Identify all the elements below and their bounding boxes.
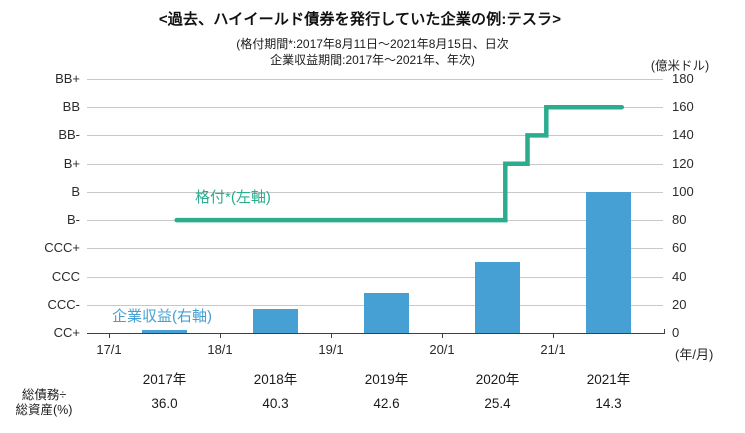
table-value-label: 40.3	[262, 396, 289, 411]
revenue-bar-2017年	[142, 330, 187, 333]
left-axis-tick-BB-: BB-	[58, 127, 80, 143]
table-row-header-line1: 総債務÷	[21, 388, 67, 402]
table-row-header-line2: 総資産(%)	[15, 403, 73, 417]
revenue-series-label: 企業収益(右軸)	[112, 308, 212, 325]
x-axis-tick-label: 19/1	[318, 342, 344, 357]
x-axis-tickmark-19/1	[331, 334, 332, 338]
right-axis-tick-80: 80	[672, 212, 687, 228]
revenue-bar-2019年	[364, 293, 409, 333]
right-axis-tick-140: 140	[672, 127, 694, 143]
table-year-label: 2021年	[586, 372, 631, 387]
right-axis-unit-label: (億米ドル)	[650, 59, 710, 73]
x-axis-tickmark-20/1	[442, 334, 443, 338]
right-axis-tick-180: 180	[672, 71, 694, 86]
table-value-label: 36.0	[151, 396, 178, 411]
left-axis-tick-B+: B+	[63, 155, 80, 171]
gridline-160	[87, 107, 663, 109]
x-axis-right-end-tickmark	[664, 329, 665, 333]
x-axis-tickmark-17/1	[109, 334, 110, 338]
left-axis-tick-BB: BB	[62, 99, 80, 115]
table-value-label: 14.3	[595, 396, 622, 411]
left-axis-tick-CC+: CC+	[53, 325, 80, 340]
table-year-label: 2018年	[253, 372, 298, 387]
revenue-bar-2018年	[253, 309, 298, 333]
revenue-bar-2020年	[475, 262, 520, 333]
table-row-header: 総債務÷ 総資産(%)	[0, 388, 88, 418]
gridline-40	[87, 276, 663, 278]
chart-title: <過去、ハイイールド債券を発行していた企業の例:テスラ>	[158, 11, 562, 28]
gridline-120	[87, 163, 663, 165]
x-axis-tick-label: 17/1	[96, 342, 122, 357]
gridline-100	[87, 191, 663, 193]
right-axis-tick-40: 40	[672, 268, 687, 284]
left-axis-tick-BB+: BB+	[55, 71, 80, 86]
table-year-label: 2020年	[475, 372, 520, 387]
left-axis-tick-CCC: CCC	[51, 268, 80, 284]
rating-series-label: 格付*(左軸)	[195, 189, 271, 206]
left-axis-tick-CCC+: CCC+	[44, 240, 80, 256]
table-year-label: 2017年	[142, 372, 187, 387]
gridline-80	[87, 220, 663, 222]
chart-subtitle-line1: (格付期間*:2017年8月11日〜2021年8月15日、日次	[236, 37, 509, 51]
left-axis-tick-B-: B-	[67, 212, 80, 228]
chart-subtitle-line2: 企業収益期間:2017年〜2021年、年次)	[270, 53, 475, 67]
right-axis-tick-160: 160	[672, 99, 694, 115]
left-axis-tick-CCC-: CCC-	[47, 296, 81, 312]
gridline-60	[87, 248, 663, 250]
x-axis-tick-label: 20/1	[429, 342, 455, 357]
x-axis-tick-label: 18/1	[207, 342, 233, 357]
right-axis-tick-0: 0	[672, 325, 680, 340]
table-value-label: 25.4	[484, 396, 511, 411]
x-axis-tickmark-18/1	[220, 334, 221, 338]
gridline-140	[87, 135, 663, 137]
right-axis-tick-100: 100	[672, 183, 694, 199]
x-axis-line	[87, 333, 665, 334]
gridline-180	[87, 79, 663, 80]
x-axis-tick-label: 21/1	[540, 342, 566, 357]
table-value-label: 42.6	[373, 396, 400, 411]
right-axis-tick-120: 120	[672, 155, 694, 171]
right-axis-tick-20: 20	[672, 296, 687, 312]
table-year-label: 2019年	[364, 372, 409, 387]
right-axis-tick-60: 60	[672, 240, 687, 256]
revenue-bar-2021年	[586, 191, 631, 333]
x-axis-tickmark-21/1	[553, 334, 554, 338]
left-axis-tick-B: B	[71, 183, 80, 199]
x-axis-unit-label: (年/月)	[675, 347, 714, 362]
